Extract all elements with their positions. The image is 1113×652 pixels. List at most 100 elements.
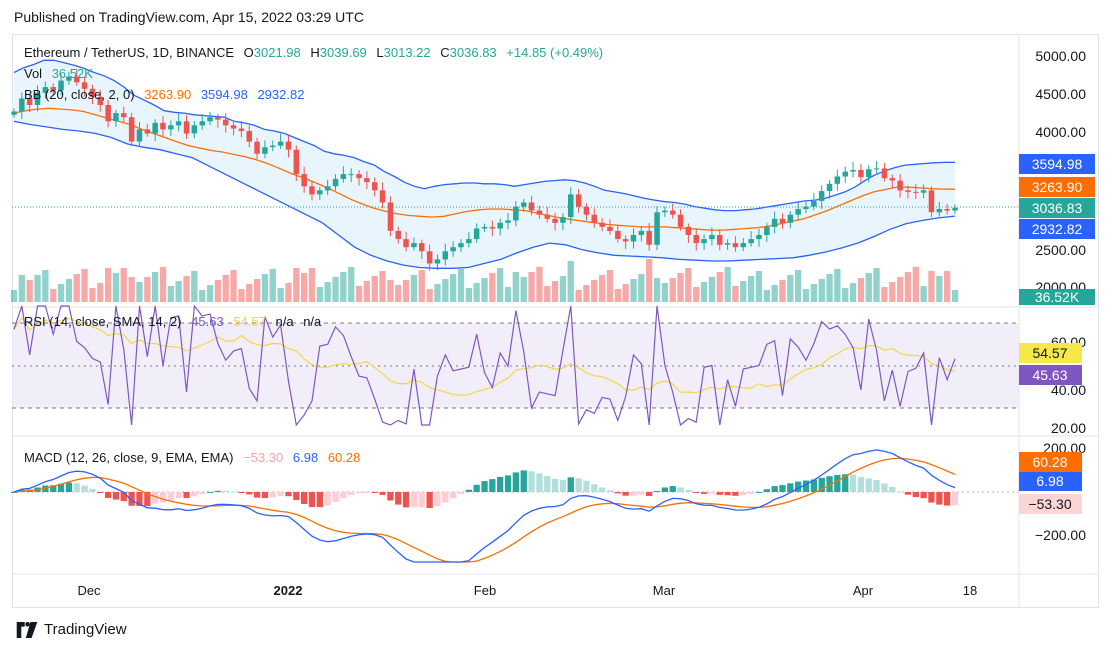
volume-bar — [544, 286, 551, 302]
candle-body — [560, 217, 566, 223]
macd-hist-bar — [677, 487, 684, 492]
candle-body — [372, 182, 378, 191]
candle-body — [952, 207, 958, 211]
volume-bar — [520, 277, 527, 302]
macd-hist-bar — [779, 485, 786, 492]
macd-hist-bar — [653, 491, 661, 492]
volume-bar — [928, 271, 935, 302]
rsi-line — [13, 304, 956, 427]
time-tick-2022: 2022 — [274, 583, 303, 598]
candle-body — [889, 178, 895, 181]
candle-body — [152, 122, 158, 134]
candle-body — [497, 222, 503, 229]
symbol-label[interactable]: Ethereum / TetherUS, 1D, BINANCE — [24, 45, 235, 60]
candle-body — [575, 194, 582, 207]
svg-text:2932.82: 2932.82 — [1032, 221, 1083, 237]
volume-bar — [144, 277, 151, 302]
volume-bar — [536, 267, 543, 302]
volume-bar — [740, 281, 747, 302]
macd-hist-bar — [293, 492, 300, 501]
svg-text:54.57: 54.57 — [1032, 345, 1067, 361]
badge-rsi-ma: 54.57 — [1019, 343, 1082, 363]
volume-bar — [89, 288, 96, 302]
macd-hist-bar — [567, 477, 574, 492]
candle-body — [58, 80, 64, 91]
volume-bar — [638, 274, 645, 302]
macd-hist-bar — [575, 478, 582, 492]
candle-body — [936, 209, 943, 213]
candle-body — [905, 190, 911, 192]
price-change: +14.85 (+0.49%) — [506, 45, 604, 60]
candle-body — [348, 174, 354, 176]
volume-legend[interactable]: Vol 36.52K — [24, 66, 99, 81]
candle-body — [787, 214, 794, 223]
macd-hist-bar — [230, 491, 237, 493]
macd-hist-bar — [355, 492, 363, 494]
volume-bar — [771, 285, 778, 302]
candle-body — [866, 169, 872, 178]
macd-hist-bar — [630, 492, 637, 496]
rsi-na-1: n/a — [275, 314, 294, 329]
volume-label: Vol — [24, 66, 43, 81]
volume-bar — [904, 272, 912, 302]
macd-hist-bar — [191, 492, 198, 497]
candle-body — [285, 141, 292, 150]
bb-lower-value: 2932.82 — [257, 87, 305, 102]
volume-bar — [661, 283, 668, 302]
badge-signal: 60.28 — [1019, 452, 1082, 472]
volume-bar — [277, 288, 284, 302]
candle-body — [223, 119, 229, 126]
macd-hist-bar — [912, 492, 919, 498]
candle-body — [81, 82, 88, 89]
candle-body — [379, 190, 386, 203]
svg-text:−53.30: −53.30 — [1028, 496, 1071, 512]
svg-text:3263.90: 3263.90 — [1032, 179, 1083, 195]
macd-hist-bar — [740, 492, 747, 496]
chart-frame — [12, 34, 1099, 608]
candle-body — [881, 168, 888, 179]
bb-legend[interactable]: BB (20, close, 2, 0) 3263.90 3594.98 293… — [24, 87, 310, 102]
macd-hist-bar — [254, 492, 261, 498]
candle-body — [873, 168, 880, 170]
rsi-legend[interactable]: RSI (14, close, SMA, 14, 2) 45.63 54.57 … — [24, 314, 327, 329]
macd-hist-bar — [897, 491, 904, 493]
ohlc-open: O3021.98 — [243, 45, 301, 60]
candle-body — [489, 226, 496, 229]
volume-bar — [646, 259, 653, 302]
candle-body — [505, 220, 511, 223]
macd-hist-bar — [159, 492, 167, 503]
volume-bar — [936, 276, 943, 302]
candle-body — [215, 117, 221, 120]
candle-body — [709, 235, 715, 240]
macd-hist-bar — [826, 476, 833, 492]
price-tick-5000: 5000.00 — [1035, 48, 1086, 64]
macd-hist-bar — [857, 477, 865, 492]
volume-bar — [763, 290, 770, 302]
volume-bar — [810, 284, 817, 302]
candle-body — [913, 191, 919, 193]
volume-bar — [708, 277, 716, 302]
bb-lower-line — [13, 120, 956, 269]
candle-body — [277, 141, 284, 146]
volume-bar — [724, 267, 731, 302]
candle-body — [262, 147, 268, 154]
volume-bar — [112, 273, 120, 302]
macd-hist-bar — [951, 492, 959, 506]
macd-hist-bar — [873, 479, 880, 492]
candle-body — [803, 206, 809, 209]
price-tick-4500: 4500.00 — [1035, 86, 1086, 102]
candle-body — [811, 200, 817, 207]
macd-legend[interactable]: MACD (12, 26, close, 9, EMA, EMA) −53.30… — [24, 450, 366, 465]
candle-body — [42, 87, 49, 93]
candle-body — [670, 210, 676, 215]
candle-body — [332, 178, 339, 187]
macd-hist-bar — [520, 470, 527, 492]
main-legend: Ethereum / TetherUS, 1D, BINANCE O3021.9… — [24, 45, 609, 60]
volume-bar — [434, 284, 441, 302]
tradingview-brand[interactable]: TradingView — [14, 621, 127, 638]
candle-body — [544, 214, 550, 219]
candle-body — [740, 243, 746, 248]
candle-body — [387, 202, 394, 231]
candle-body — [724, 243, 731, 245]
